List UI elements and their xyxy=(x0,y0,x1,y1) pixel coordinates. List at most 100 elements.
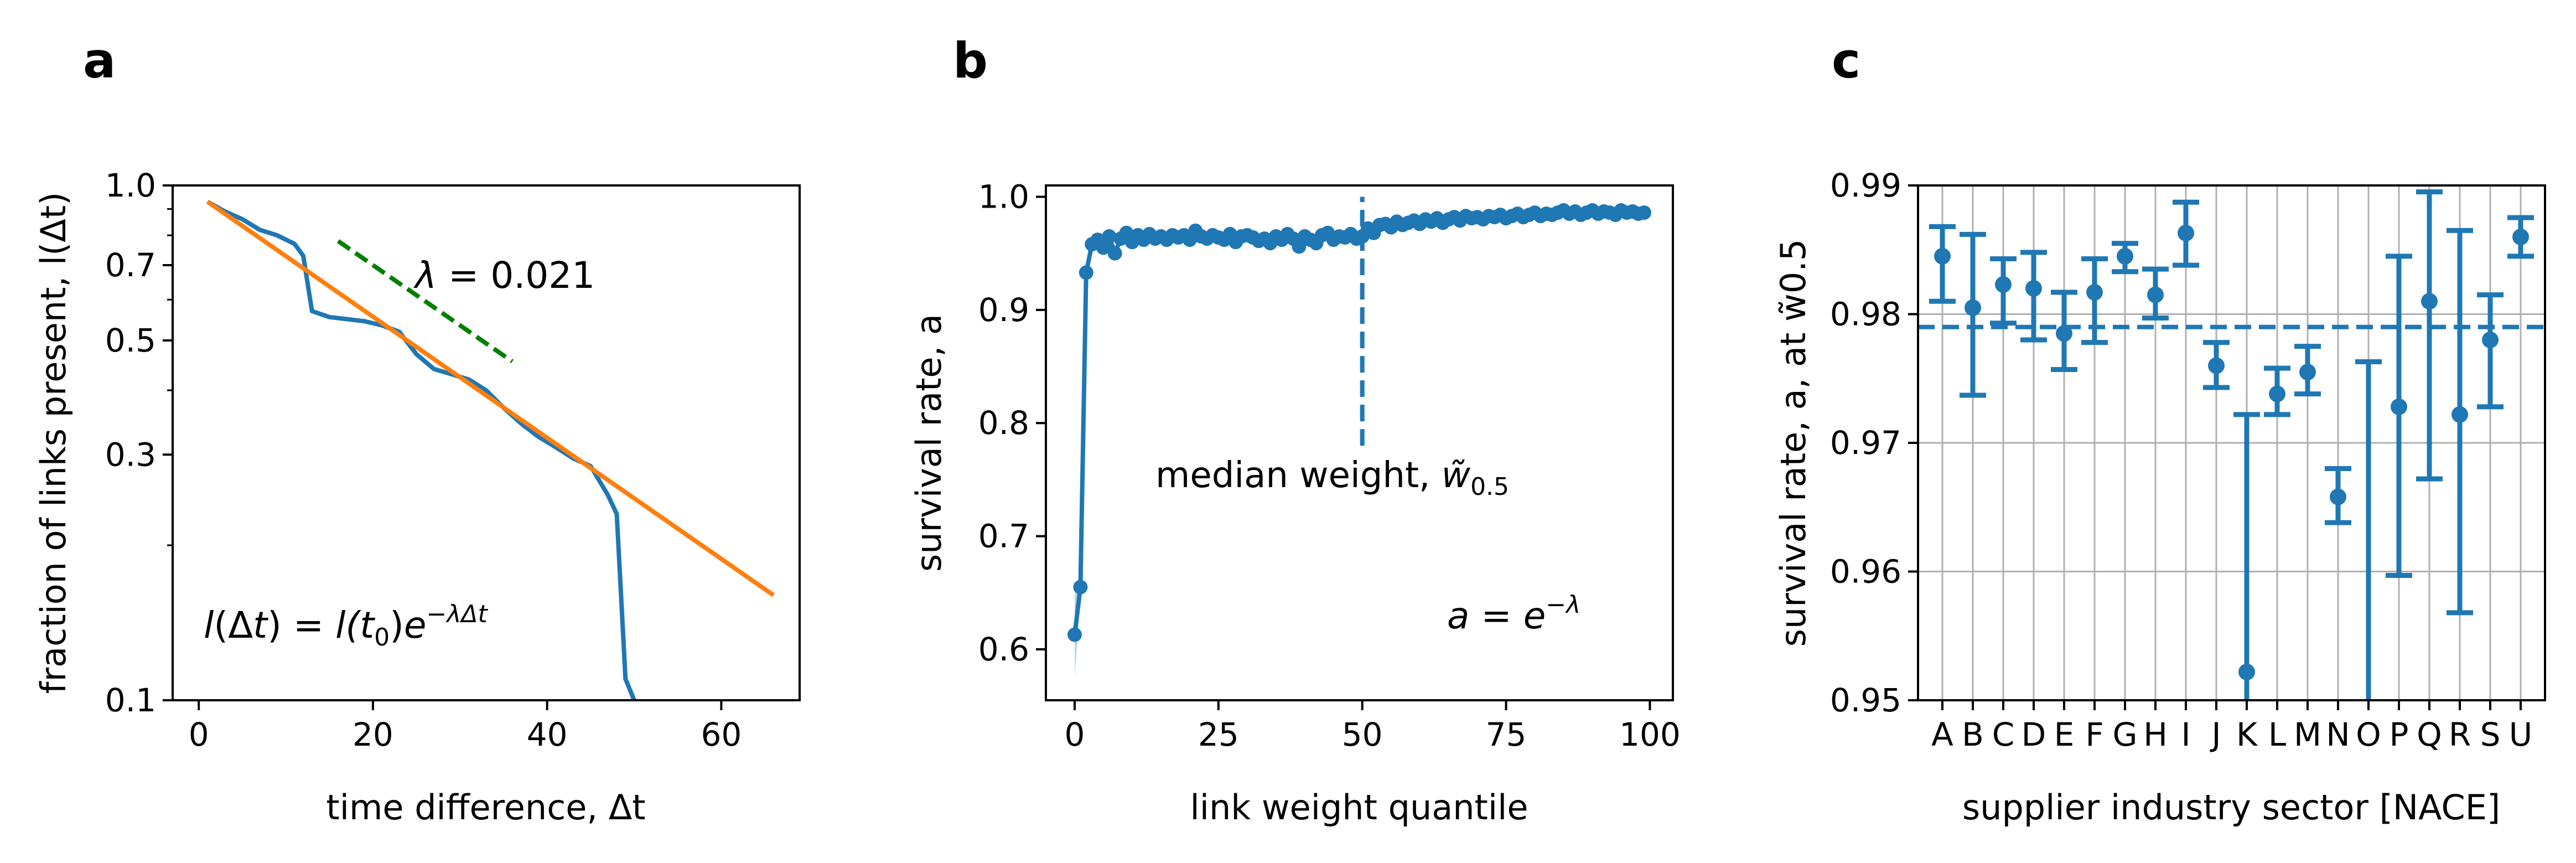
panel-c-letter: c xyxy=(1832,32,1860,89)
panel-a-plot xyxy=(206,199,775,701)
x-tick-label-P: P xyxy=(2390,716,2409,753)
y-tick-label: 0.8 xyxy=(978,404,1029,442)
x-tick-label-J: J xyxy=(2210,716,2221,753)
x-tick-label-O: O xyxy=(2356,716,2381,753)
x-tick-label-H: H xyxy=(2143,716,2168,753)
mean-point-N xyxy=(2330,488,2346,505)
survival-rate-line xyxy=(1072,208,1645,635)
decay-formula: l(Δt) = l(t0)e−λΔt xyxy=(204,600,489,652)
mean-point-F xyxy=(2086,283,2103,301)
x-tick-label-S: S xyxy=(2480,716,2501,753)
panel-b-ticks: 0 25 50 75 100 0.6 0.7 0.8 0.9 1.0 xyxy=(978,178,1681,753)
panel-c-ticks: A B C D E F G H I J K L M N O P Q R S U 0.95 0.96 0.97 0.98 0.99 xyxy=(1830,167,2532,753)
series-line-slope-indicator xyxy=(336,239,514,364)
mean-point-Q xyxy=(2421,293,2438,310)
x-tick-label: 0 xyxy=(1065,716,1085,753)
mean-point-R xyxy=(2451,406,2468,423)
mean-point-G xyxy=(2117,247,2133,265)
x-tick-label: 20 xyxy=(353,716,393,753)
lambda-annotation: λ = 0.021 xyxy=(413,254,595,297)
panel-c-grid xyxy=(1918,184,2545,701)
panel-c-plot xyxy=(1918,189,2545,700)
panel-c-xlabel: supplier industry sector [NACE] xyxy=(1962,787,2500,828)
panel-b-axes-frame xyxy=(1045,184,1674,701)
y-tick-label: 0.3 xyxy=(105,436,156,473)
panel-b-xlabel: link weight quantile xyxy=(1190,787,1528,828)
data-point xyxy=(1102,229,1117,244)
median-weight-annotation: median weight, w̃0.5 xyxy=(1155,455,1509,501)
mean-point-B xyxy=(1965,299,1981,316)
x-tick-label-B: B xyxy=(1962,716,1984,753)
x-tick-label-K: K xyxy=(2236,716,2258,753)
y-tick-label: 0.95 xyxy=(1830,681,1901,719)
x-tick-label: 40 xyxy=(527,716,568,753)
mean-point-P xyxy=(2391,398,2407,415)
mean-point-L xyxy=(2269,385,2285,402)
mean-point-M xyxy=(2299,364,2316,381)
data-point xyxy=(1073,580,1088,595)
x-tick-label-M: M xyxy=(2294,716,2321,753)
y-tick-label: 1.0 xyxy=(105,167,156,204)
y-tick-label: 0.99 xyxy=(1830,167,1901,204)
y-tick-label: 0.7 xyxy=(105,246,156,284)
x-tick-label: 60 xyxy=(701,716,742,753)
x-tick-label: 0 xyxy=(189,716,209,753)
panel-b-letter: b xyxy=(953,32,988,89)
x-tick-label-G: G xyxy=(2113,716,2138,753)
y-tick-label: 0.7 xyxy=(978,518,1029,555)
y-tick-label: 0.97 xyxy=(1830,424,1901,462)
mean-point-K xyxy=(2238,663,2255,680)
panel-a-ylabel: fraction of links present, l(Δt) xyxy=(33,192,74,694)
survival-formula: a = e−λ xyxy=(1447,591,1580,637)
panel-a-axes-frame xyxy=(172,184,801,701)
y-tick-label: 0.96 xyxy=(1830,553,1901,591)
y-tick-label: 0.6 xyxy=(978,631,1029,668)
mean-point-E xyxy=(2056,325,2072,342)
data-point xyxy=(1079,265,1093,280)
y-tick-label: 0.1 xyxy=(105,681,156,719)
data-point xyxy=(1107,246,1122,261)
panel-a-ticks: 0 20 40 60 0.1 0.3 0.5 0.7 1.0 xyxy=(105,167,742,753)
x-tick-label-D: D xyxy=(2022,716,2046,753)
lambda-lhs: λ = xyxy=(413,254,490,297)
x-tick-label-L: L xyxy=(2268,716,2286,753)
y-tick-label: 0.5 xyxy=(105,322,156,359)
panel-b-plot xyxy=(1067,197,1651,678)
x-tick-label-Q: Q xyxy=(2417,716,2442,753)
x-tick-label-E: E xyxy=(2054,716,2075,753)
y-tick-label: 0.9 xyxy=(978,291,1029,329)
panel-a-xlabel: time difference, Δt xyxy=(326,787,645,828)
x-tick-label: 100 xyxy=(1619,716,1681,753)
mean-point-J xyxy=(2208,357,2225,374)
x-tick-label-N: N xyxy=(2326,716,2350,753)
mean-point-A xyxy=(1934,247,1951,265)
panel-b: b 0 25 50 75 100 0.6 0.7 0.8 0.9 1.0 median weigh… xyxy=(909,32,1681,828)
x-tick-label-U: U xyxy=(2509,716,2532,753)
mean-point-I xyxy=(2178,225,2194,242)
panel-b-ylabel: survival rate, a xyxy=(909,314,949,572)
lambda-value: 0.021 xyxy=(490,254,595,297)
panel-a-letter: a xyxy=(83,32,116,89)
x-tick-label-A: A xyxy=(1931,716,1953,753)
data-point xyxy=(1096,240,1111,255)
panel-c: c A B C D E F G H I J K L M N O P Q R S U 0.95 0.96 0.97 0.98 0.… xyxy=(1773,32,2546,828)
x-tick-label-C: C xyxy=(1992,716,2015,753)
mean-point-C xyxy=(1995,276,2012,293)
panel-a: a 0 20 40 60 0.1 0.3 0.5 0.7 1.0 λ = 0.021 l(Δt)… xyxy=(33,32,801,828)
x-tick-label: 25 xyxy=(1198,716,1239,753)
x-tick-label-F: F xyxy=(2085,716,2103,753)
x-tick-label: 50 xyxy=(1342,716,1383,753)
panel-c-ylabel: survival rate, a, at w̃0.5 xyxy=(1773,239,1813,647)
mean-point-D xyxy=(2025,280,2042,297)
data-point xyxy=(1067,627,1082,642)
series-line-exponential-fit xyxy=(206,200,775,597)
mean-point-S xyxy=(2482,332,2499,348)
y-tick-label: 0.98 xyxy=(1830,296,1901,333)
data-point xyxy=(1637,205,1651,220)
x-tick-label: 75 xyxy=(1486,716,1527,753)
y-tick-label: 1.0 xyxy=(978,178,1029,215)
mean-point-U xyxy=(2512,229,2529,245)
x-tick-label-I: I xyxy=(2181,716,2190,753)
x-tick-label-R: R xyxy=(2449,716,2471,753)
